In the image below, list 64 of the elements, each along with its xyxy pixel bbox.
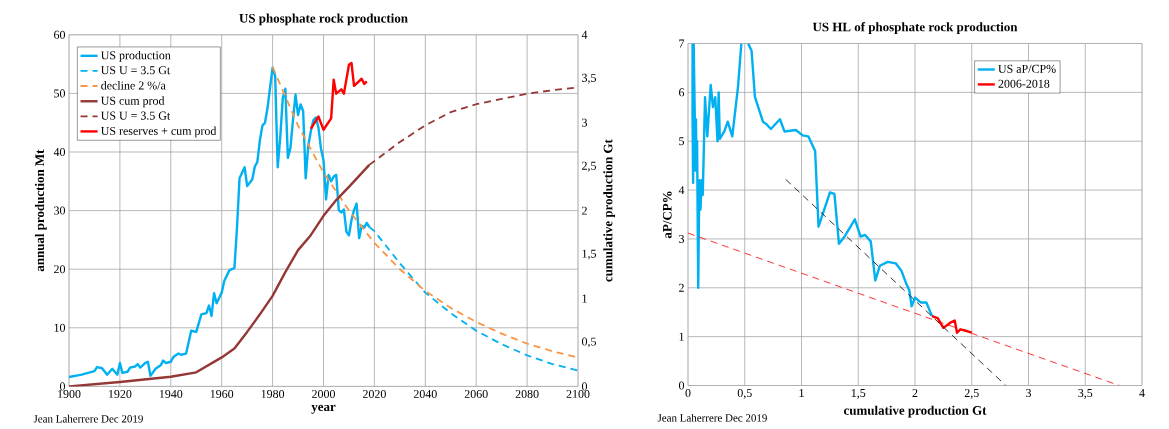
- y-tick-label: 0: [678, 381, 685, 390]
- x-axis-title: year: [311, 404, 336, 414]
- legend-label: US production: [100, 50, 171, 62]
- x-tick-label: 1: [799, 389, 804, 397]
- y-tick-label: 60: [54, 30, 66, 39]
- legend-label: US U = 3.5 Gt: [100, 111, 171, 120]
- x-tick-label: 1900: [58, 389, 81, 398]
- text: Jean Laherrere Dec 2019: [33, 414, 143, 423]
- y-tick-label: 40: [53, 147, 66, 157]
- y-tick-label: 3: [679, 234, 685, 243]
- legend-label: 2006-2018: [998, 79, 1050, 88]
- y-tick-label: 6: [679, 88, 685, 97]
- x-tick-label: 1,5: [851, 389, 866, 399]
- x-tick-label: 0,5: [737, 389, 752, 399]
- y-tick-label: 0: [59, 382, 66, 391]
- x-axis-title: cumulative production Gt: [843, 405, 987, 418]
- x-tick-label: 2000: [312, 389, 335, 398]
- x-tick-label: 2060: [464, 389, 488, 398]
- y-axis-title: annual production Mt: [34, 149, 47, 272]
- x-tick-label: 3,5: [1078, 389, 1093, 399]
- x-tick-label: 1980: [261, 389, 285, 398]
- x-tick-label: 2080: [515, 389, 539, 398]
- x-tick-label: 2,5: [964, 389, 979, 399]
- x-tick-label: 3: [1026, 389, 1032, 398]
- y-tick-label: 10: [54, 323, 66, 332]
- y-tick-label: 50: [54, 89, 66, 98]
- y2-tick-label: 2: [582, 206, 587, 215]
- legend-label: US U = 3.5 Gt: [100, 66, 171, 75]
- x-tick-label: 0: [685, 389, 691, 398]
- y2-tick-label: 1: [582, 294, 587, 303]
- x-tick-label: 1920: [108, 389, 132, 398]
- y2-axis-title: cumulative production Gt: [603, 139, 616, 282]
- text: Jean Laherrere Dec 2019: [657, 413, 767, 422]
- y-tick-label: 30: [54, 206, 66, 215]
- y2-tick-label: 3,5: [582, 73, 597, 84]
- line-series: [271, 66, 578, 359]
- y-tick-label: 20: [54, 265, 66, 274]
- x-tick-label: 1960: [210, 389, 234, 398]
- legend-label: US cum prod: [100, 96, 165, 108]
- legend-label: US aP/CP%: [998, 64, 1056, 73]
- y2-tick-label: 1,5: [582, 249, 597, 260]
- x-tick-label: 2040: [413, 389, 437, 398]
- line-series: [309, 61, 368, 131]
- y2-tick-label: 2,5: [582, 161, 597, 172]
- legend-label: US reserves + cum prod: [100, 126, 217, 138]
- x-tick-label: 2: [912, 389, 918, 397]
- y2-tick-label: 0,5: [581, 337, 597, 348]
- y2-tick-label: 0: [581, 382, 588, 391]
- chart-title: US HL of phosphate rock production: [812, 22, 1018, 34]
- y-tick-label: 4: [678, 186, 685, 194]
- y-tick-label: 1: [679, 332, 684, 341]
- y2-tick-label: 4: [581, 30, 588, 39]
- y-tick-label: 7: [679, 39, 685, 48]
- y-axis-title: aP/CP%: [662, 191, 672, 239]
- y-tick-label: 2: [679, 283, 684, 292]
- x-tick-label: 2100: [566, 389, 590, 398]
- x-tick-label: 1940: [159, 389, 183, 398]
- legend-label: decline 2 %/a: [101, 81, 166, 90]
- y2-tick-label: 3: [582, 118, 588, 127]
- chart-title: US phosphate rock production: [239, 13, 408, 26]
- x-tick-label: 4: [1139, 389, 1145, 397]
- x-tick-label: 2020: [362, 389, 386, 398]
- line-series: [930, 314, 973, 334]
- y-tick-label: 5: [679, 137, 685, 146]
